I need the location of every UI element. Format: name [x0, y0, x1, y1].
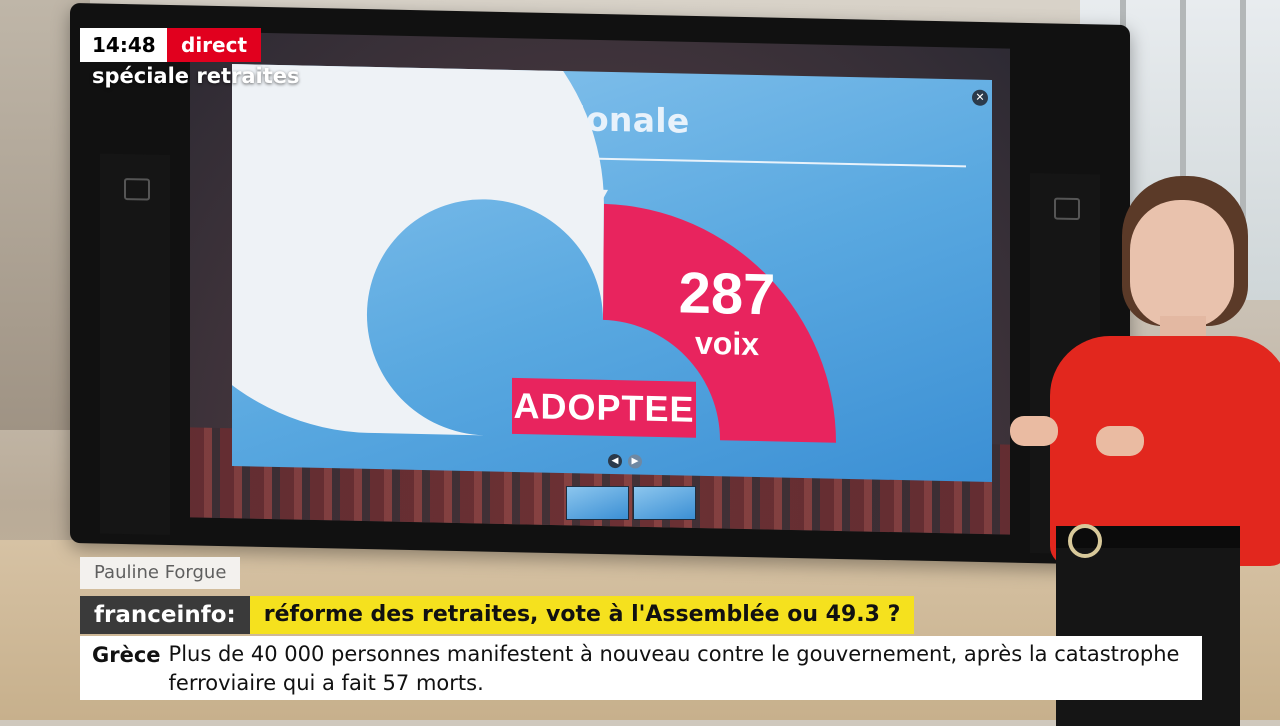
- slide-navigation: ◀ ▶: [608, 453, 642, 469]
- programme-title: spéciale retraites: [92, 64, 300, 88]
- majority-marker-icon: [596, 189, 608, 201]
- ticker-text: Plus de 40 000 personnes manifestent à n…: [168, 642, 1180, 695]
- headline-bar: franceinfo: réforme des retraites, vote …: [80, 596, 915, 634]
- presenter-hand-right: [1096, 426, 1144, 456]
- hemicycle-chart: [232, 64, 836, 443]
- vote-infographic: Assemblée Nationale ✕ 287 voix ADOPTEE ◀…: [232, 64, 992, 482]
- belt-buckle: [1068, 524, 1102, 558]
- slide-thumbnails: [566, 486, 696, 520]
- thumbnail-slide-1[interactable]: [566, 486, 629, 520]
- vote-count: 287: [678, 260, 776, 328]
- next-slide-icon[interactable]: ▶: [628, 454, 642, 469]
- screen-bracket-left: [100, 153, 170, 535]
- channel-logo: franceinfo:: [80, 596, 250, 634]
- ticker-topic: Grèce: [92, 643, 161, 667]
- presenter-face: [1130, 200, 1234, 328]
- previous-slide-icon[interactable]: ◀: [608, 453, 622, 469]
- result-label: ADOPTEE: [512, 377, 696, 438]
- headline-text: réforme des retraites, vote à l'Assemblé…: [249, 596, 915, 634]
- vote-unit: voix: [694, 324, 760, 363]
- clock-badge: 14:48: [80, 28, 168, 62]
- presenter-hand-left: [1010, 416, 1058, 446]
- news-ticker: Grèce Plus de 40 000 personnes manifeste…: [80, 636, 1202, 700]
- hemicycle-segment-remaining: [232, 64, 604, 436]
- thumbnail-slide-2[interactable]: [633, 486, 696, 520]
- live-badge: direct: [167, 28, 262, 62]
- presenter-name-plate: Pauline Forgue: [80, 557, 241, 589]
- hemicycle-segment-for: [602, 203, 836, 443]
